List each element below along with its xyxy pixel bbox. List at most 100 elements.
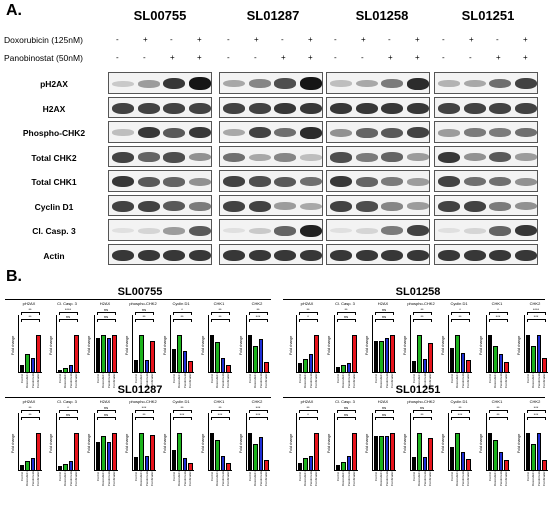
- bar-control: [57, 369, 62, 373]
- blot-row-label: Cyclin D1: [34, 201, 74, 212]
- blot-band: [406, 77, 429, 90]
- treatment-sign: -: [116, 53, 119, 62]
- significance-bracket: [527, 319, 546, 322]
- bar-doxorubicin: [493, 440, 498, 471]
- blot-band: [274, 78, 296, 90]
- blot-band: [355, 227, 378, 234]
- x-tick-label: Combination: [428, 372, 433, 388]
- divider-line: [5, 397, 271, 398]
- blot-row-label: pH2AX: [40, 79, 68, 89]
- blot-cell: [326, 194, 430, 216]
- blot-cell: [326, 145, 430, 167]
- x-tick-label: Panobinostat: [384, 371, 389, 388]
- bar-doxorubicin: [341, 462, 346, 471]
- treatment-sign: +: [170, 53, 175, 62]
- x-tick-label: Combination: [264, 470, 269, 486]
- bar-combination: [504, 459, 509, 471]
- chart-axis: [524, 315, 548, 373]
- mini-chart-title: CHK2: [251, 399, 263, 404]
- x-tick-label: Panobinostat: [106, 371, 111, 388]
- x-tick-label: Control: [171, 374, 176, 384]
- blot-cell: [326, 170, 430, 192]
- significance-bracket: [527, 417, 546, 420]
- bar-combination: [466, 360, 471, 373]
- bar-control: [449, 447, 454, 471]
- bar-control: [209, 432, 214, 471]
- blot-band: [137, 127, 160, 139]
- significance-bracket: [489, 410, 508, 413]
- y-axis-label: Fold change: [365, 433, 369, 453]
- significance-bracket: [337, 417, 356, 420]
- x-tick-label: Doxorubicin: [139, 471, 144, 486]
- blot-band: [248, 102, 271, 114]
- treatment-sign: +: [197, 53, 202, 62]
- blot-band: [299, 224, 322, 237]
- blot-band: [188, 102, 211, 114]
- significance-bracket: [135, 417, 154, 420]
- blot-band: [438, 80, 460, 88]
- y-axis-label: Fold change: [479, 335, 483, 355]
- chart-axis: [486, 413, 510, 471]
- significance-label: **: [458, 314, 462, 319]
- y-axis-label: Fold change: [239, 433, 243, 453]
- significance-label: ***: [495, 314, 501, 319]
- x-tick-label: Combination: [74, 470, 79, 486]
- bar-panobinostat: [460, 352, 466, 373]
- blot-band: [223, 228, 245, 234]
- x-tick-label: Combination: [466, 372, 471, 388]
- significance-bracket: [375, 319, 394, 322]
- bar-control: [247, 334, 252, 373]
- treatment-sign: -: [227, 53, 230, 62]
- significance-bracket: [173, 319, 192, 322]
- significance-bracket: [211, 312, 230, 315]
- y-axis-label: Fold change: [49, 433, 53, 453]
- bar-control: [411, 457, 416, 471]
- blot-band: [188, 177, 211, 186]
- mini-bar-chart: ***: [170, 307, 194, 373]
- blot-band: [514, 128, 537, 138]
- significance-label: ***: [457, 412, 463, 417]
- x-tick-label: Doxorubicin: [25, 373, 30, 388]
- bar-doxorubicin: [417, 334, 422, 373]
- chart-group-title-sl00755: SL00755: [117, 286, 163, 298]
- blot-band: [330, 102, 352, 114]
- x-tick-label: Combination: [226, 470, 231, 486]
- significance-bracket: [135, 410, 154, 413]
- significance-bracket: [211, 410, 230, 413]
- x-tick-label: Control: [487, 472, 492, 482]
- x-tick-label: Doxorubicin: [177, 471, 182, 486]
- significance-label: *: [67, 405, 69, 410]
- significance-bracket: [249, 410, 268, 413]
- significance-label: ***: [533, 314, 539, 319]
- x-tick-label: Control: [449, 374, 454, 384]
- bar-control: [171, 349, 176, 373]
- x-tick-label: Doxorubicin: [379, 471, 384, 486]
- bar-doxorubicin: [455, 334, 460, 373]
- blot-band: [248, 227, 271, 234]
- significance-label: **: [344, 307, 348, 312]
- x-tick-label: Panobinostat: [308, 469, 313, 486]
- x-tick-label: Combination: [352, 372, 357, 388]
- bar-doxorubicin: [531, 444, 536, 471]
- blot-band: [223, 200, 245, 212]
- blot-band: [299, 126, 322, 139]
- y-axis-label: Fold change: [163, 335, 167, 355]
- mini-chart-title: CHK1: [491, 301, 503, 306]
- bar-control: [373, 436, 378, 471]
- mini-chart-title: phospho-CHK2: [129, 301, 157, 306]
- blot-band: [163, 249, 185, 261]
- y-axis-label: Fold change: [441, 433, 445, 453]
- significance-bracket: [21, 417, 40, 420]
- significance-bracket: [375, 410, 394, 413]
- mini-bar-chart: ** **: [410, 307, 434, 373]
- x-tick-label: Control: [133, 374, 138, 384]
- significance-bracket: [97, 410, 116, 413]
- blot-band: [163, 102, 185, 114]
- mini-chart-title: pH2AX: [22, 399, 36, 404]
- bar-panobinostat: [422, 457, 428, 471]
- x-tick-label: Doxorubicin: [63, 373, 68, 388]
- mini-chart-title: CHK1: [213, 301, 225, 306]
- significance-bracket: [249, 417, 268, 420]
- blot-cell: [108, 194, 212, 216]
- treatment-sign: -: [334, 35, 337, 44]
